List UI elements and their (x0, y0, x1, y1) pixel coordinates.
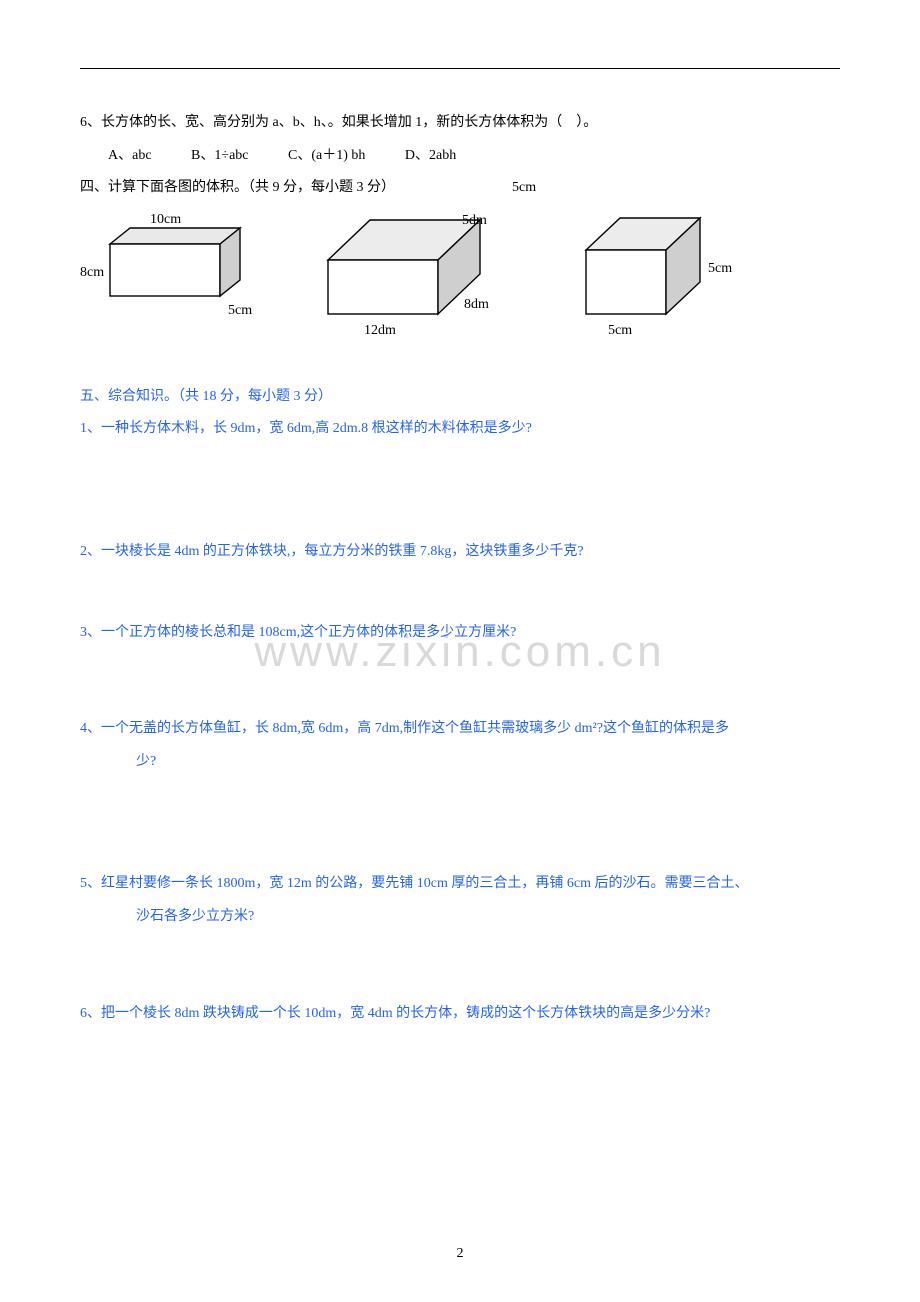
page-content: 6、长方体的长、宽、高分别为 a、b、h、。如果长增加 1，新的长方体体积为（ … (80, 110, 840, 1027)
page-number: 2 (0, 1241, 920, 1268)
s5-q5-line1: 5、红星村要修一条长 1800m，宽 12m 的公路，要先铺 10cm 厚的三合… (80, 871, 840, 898)
fig1-length-label: 10cm (150, 212, 181, 227)
fig1-width-label: 5cm (228, 303, 252, 318)
fig2-height-label: 5dm (462, 213, 487, 228)
s5-q4-line2: 少? (80, 749, 840, 776)
figure-1: 10cm 8cm 5cm (80, 208, 270, 338)
s5-q5-line2: 沙石各多少立方米? (80, 904, 840, 931)
figure-3: 5cm 5cm (560, 208, 750, 348)
section5-block: 五、综合知识。（共 18 分，每小题 3 分） 1、一种长方体木料，长 9dm，… (80, 384, 840, 1027)
fig1-height-label: 8cm (80, 265, 104, 280)
fig3-right-label: 5cm (708, 261, 732, 276)
s5-q1: 1、一种长方体木料，长 9dm，宽 6dm,高 2dm.8 根这样的木料体积是多… (80, 416, 840, 443)
fig2-width-label: 8dm (464, 297, 489, 312)
section4-heading-text: 四、计算下面各图的体积。（共 9 分，每小题 3 分） (80, 180, 395, 195)
q6-option-d: D、2abh (405, 143, 456, 170)
section4-heading: 四、计算下面各图的体积。（共 9 分，每小题 3 分） 5cm (80, 175, 840, 202)
q6-text: 6、长方体的长、宽、高分别为 a、b、h、。如果长增加 1，新的长方体体积为（ … (80, 110, 840, 137)
top-horizontal-rule (80, 68, 840, 69)
cube-svg: 5cm 5cm (560, 208, 750, 348)
cuboid-2-svg: 5dm 8dm 12dm (310, 208, 520, 348)
s5-q4-line1: 4、一个无盖的长方体鱼缸，长 8dm,宽 6dm，高 7dm,制作这个鱼缸共需玻… (80, 716, 840, 743)
fig3-top-label-inline: 5cm (512, 180, 536, 195)
section5-heading: 五、综合知识。（共 18 分，每小题 3 分） (80, 384, 840, 411)
s5-q3: 3、一个正方体的棱长总和是 108cm,这个正方体的体积是多少立方厘米? (80, 620, 840, 647)
fig2-length-label: 12dm (364, 323, 396, 338)
q6-option-a: A、abc (108, 143, 152, 170)
fig3-bottom-label: 5cm (608, 323, 632, 338)
figure-2: 5dm 8dm 12dm (310, 208, 520, 348)
q6-option-b: B、1÷abc (191, 143, 248, 170)
cuboid-1-svg: 10cm 8cm 5cm (80, 208, 270, 338)
q6-options: A、abc B、1÷abc C、(a＋1) bh D、2abh (80, 143, 840, 170)
q6-option-c: C、(a＋1) bh (288, 143, 365, 170)
s5-q6: 6、把一个棱长 8dm 跌块铸成一个长 10dm，宽 4dm 的长方体，铸成的这… (80, 1001, 840, 1028)
figures-row: 10cm 8cm 5cm 5dm 8dm 12dm (80, 208, 840, 348)
s5-q2: 2、一块棱长是 4dm 的正方体铁块,，每立方分米的铁重 7.8kg，这块铁重多… (80, 539, 840, 566)
